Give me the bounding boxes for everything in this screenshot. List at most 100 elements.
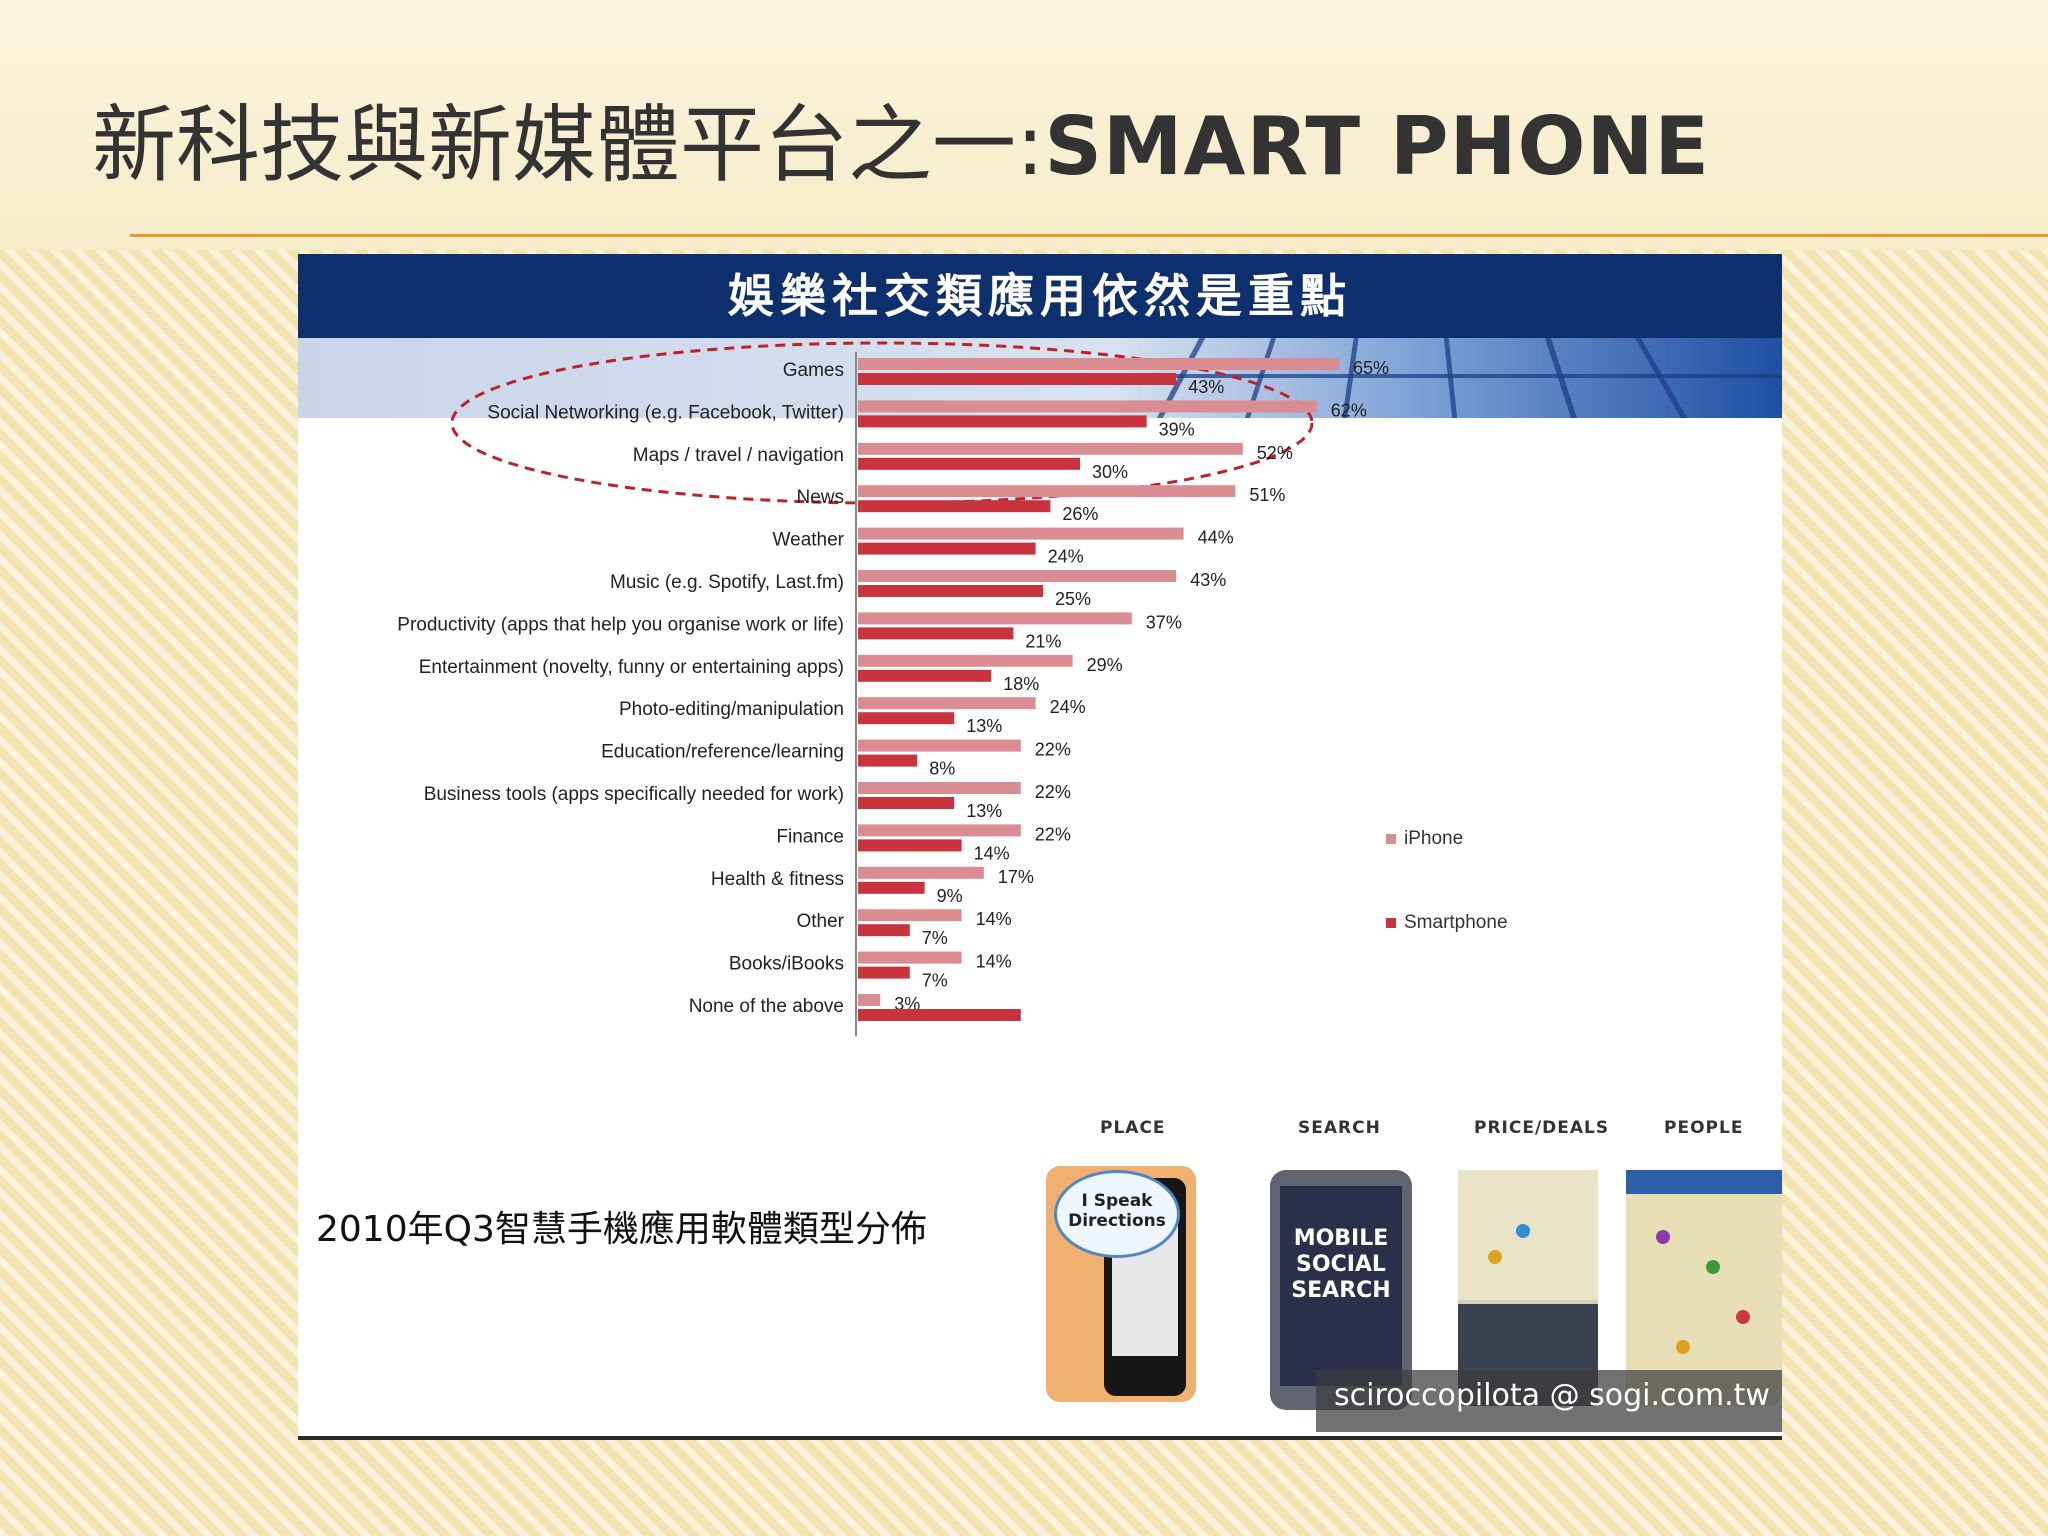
bar-smartphone [858, 881, 925, 894]
category-label: Maps / travel / navigation [633, 445, 844, 466]
map-pin-icon [1736, 1310, 1750, 1324]
app-top-bar [1626, 1170, 1782, 1194]
bar-iphone [858, 358, 1339, 370]
slide-title-en: SMART PHONE [1044, 100, 1711, 193]
category-label: Photo-editing/manipulation [619, 699, 844, 720]
watermark-background [1316, 1370, 1782, 1432]
category-label: Productivity (apps that help you organis… [397, 614, 844, 635]
bar-chart: Games Social Networking (e.g. Facebook, T… [397, 341, 1508, 1037]
bar-smartphone [858, 1009, 1021, 1021]
data-label-iphone: 17% [998, 867, 1034, 887]
slide-title: 新科技與新媒體平台之一:SMART PHONE [92, 80, 1710, 210]
data-label-smartphone: 13% [966, 801, 1002, 821]
legend-swatch [1386, 918, 1396, 928]
bar-smartphone [858, 669, 992, 682]
bar-iphone [858, 782, 1021, 794]
bar-iphone [858, 527, 1184, 540]
chart-caption: 2010年Q3智慧手機應用軟體類型分佈 [316, 1209, 927, 1250]
data-label-smartphone: 39% [1159, 419, 1195, 439]
data-label-iphone: 37% [1146, 612, 1182, 632]
legend-smartphone: Smartphone [1404, 912, 1508, 933]
bar-iphone [858, 739, 1021, 752]
data-label-smartphone: 8% [929, 759, 955, 779]
data-label-iphone: 24% [1050, 697, 1086, 717]
data-label-iphone: 51% [1249, 485, 1285, 505]
map-pin-icon [1706, 1260, 1720, 1274]
data-label-iphone: 43% [1190, 570, 1226, 590]
data-label-iphone: 65% [1353, 358, 1389, 378]
map-pin-icon [1656, 1230, 1670, 1244]
bar-smartphone [858, 415, 1147, 428]
category-label: None of the above [689, 996, 844, 1017]
data-label-smartphone: 25% [1055, 589, 1091, 609]
bar-iphone [858, 824, 1021, 837]
title-divider [130, 234, 2048, 237]
image-label-price-deals: PRICE/DEALS [1474, 1118, 1610, 1138]
data-label-smartphone: 7% [922, 971, 948, 991]
banner-title: 娛樂社交類應用依然是重點 [298, 254, 1782, 338]
bar-smartphone [858, 966, 910, 979]
bar-iphone [858, 612, 1132, 625]
bar-smartphone [858, 797, 955, 809]
data-label-smartphone: 9% [937, 886, 963, 906]
legend-iphone: iPhone [1404, 828, 1463, 849]
price-deals-app-image [1458, 1170, 1598, 1406]
bar-smartphone [858, 627, 1014, 640]
watermark-text: sciroccopilota @ sogi.com.tw [1334, 1378, 1770, 1413]
bar-iphone [858, 866, 984, 879]
map-pin-icon [1676, 1340, 1690, 1354]
bar-iphone [858, 654, 1073, 667]
bar-iphone [858, 570, 1177, 582]
map-pin-icon [1488, 1250, 1502, 1264]
legend-swatch [1386, 834, 1396, 844]
bar-iphone [858, 951, 962, 964]
category-label: Books/iBooks [729, 954, 844, 975]
bar-smartphone [858, 712, 955, 725]
infographic-panel: 娛樂社交類應用依然是重點 Games Social Networking (e.g… [298, 254, 1782, 1440]
data-label-smartphone: 7% [922, 928, 948, 948]
data-label-smartphone: 13% [966, 716, 1002, 736]
map-pin-icon [1516, 1224, 1530, 1238]
bar-smartphone [858, 839, 962, 852]
search-app-screen-text: MOBILE SOCIAL SEARCH [1291, 1226, 1391, 1303]
data-label-iphone: 14% [976, 909, 1012, 929]
category-label: Weather [773, 530, 845, 551]
bar-smartphone [858, 457, 1080, 470]
bar-smartphone [858, 542, 1036, 555]
bar-smartphone [858, 500, 1051, 513]
bar-iphone [858, 400, 1317, 413]
slide-title-cjk: 新科技與新媒體平台之一: [92, 96, 1045, 194]
place-app-image: I Speak Directions [1046, 1166, 1196, 1402]
data-label-smartphone: 30% [1092, 462, 1128, 482]
category-label: Entertainment (novelty, funny or enterta… [419, 657, 844, 678]
speech-bubble: I Speak Directions [1054, 1170, 1180, 1258]
category-label: Business tools (apps specifically needed… [424, 784, 844, 805]
data-label-iphone: 62% [1331, 400, 1367, 420]
bar-iphone [858, 909, 962, 922]
people-app-image [1626, 1170, 1782, 1406]
map-thumbnail [1458, 1170, 1598, 1300]
bar-iphone [858, 442, 1243, 455]
slide-header-background [0, 0, 2048, 250]
bar-smartphone [858, 924, 910, 937]
bar-iphone [858, 485, 1236, 498]
data-label-smartphone: 18% [1003, 674, 1039, 694]
data-label-iphone: 14% [976, 952, 1012, 972]
data-label-iphone: 29% [1087, 655, 1123, 675]
image-label-people: PEOPLE [1664, 1118, 1744, 1138]
category-label: Education/reference/learning [601, 742, 844, 763]
category-label: Music (e.g. Spotify, Last.fm) [610, 572, 844, 593]
data-label-iphone: 22% [1035, 824, 1071, 844]
data-label-smartphone: 21% [1025, 631, 1061, 651]
image-label-place: PLACE [1100, 1118, 1166, 1138]
data-label-smartphone: 26% [1062, 504, 1098, 524]
data-label-iphone: 44% [1198, 528, 1234, 548]
bar-iphone [858, 697, 1036, 710]
category-label: Finance [776, 826, 844, 847]
data-label-smartphone: 24% [1048, 547, 1084, 567]
category-label: Games [783, 360, 844, 381]
image-label-search: SEARCH [1298, 1118, 1381, 1138]
data-label-iphone: 22% [1035, 782, 1071, 802]
category-label: News [796, 487, 844, 508]
speech-bubble-text: I Speak Directions [1068, 1191, 1166, 1231]
